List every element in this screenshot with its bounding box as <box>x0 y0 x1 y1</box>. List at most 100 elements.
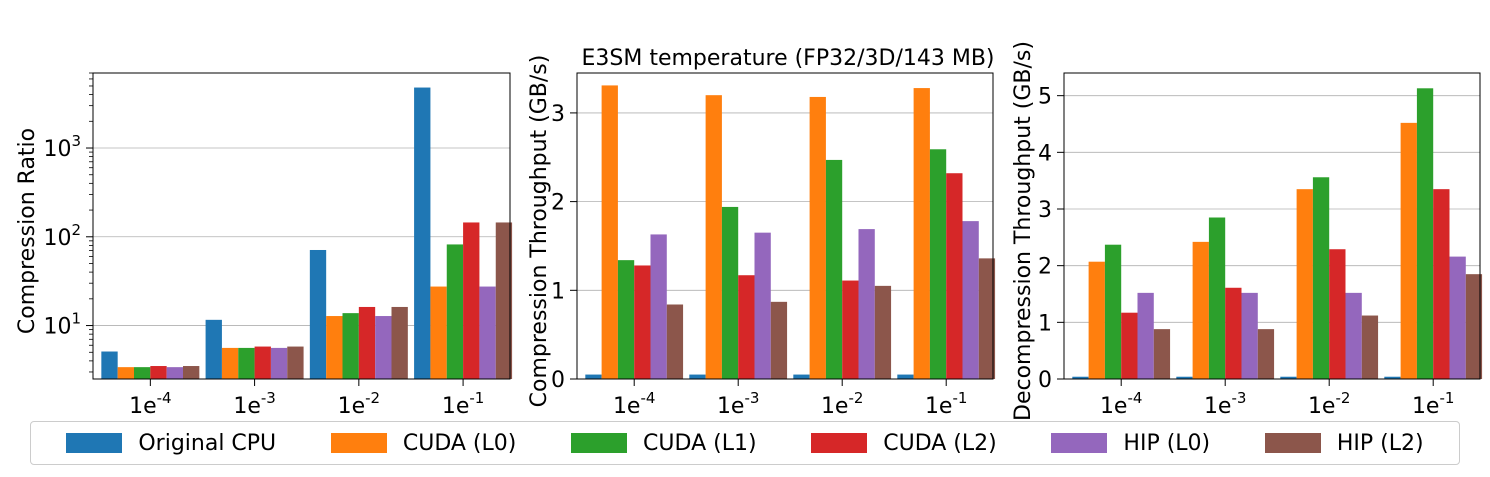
legend-item-hip-l2: HIP (L2) <box>1264 430 1424 456</box>
bar-cuda-l1--3 <box>929 149 947 379</box>
bar-cuda-l0--1 <box>1192 241 1209 379</box>
x-tick-label: 1e-2 <box>821 389 864 419</box>
bar-cuda-l2--3 <box>946 173 963 379</box>
bar-hip-l2--0 <box>666 304 684 379</box>
bar-cuda-l2--3 <box>1433 189 1450 379</box>
chart-panel-2: 0 1 2 3 1e-4 1e-3 1e-2 1e-1 Compression Throughp… <box>527 46 996 419</box>
axes-frame <box>576 72 994 380</box>
y-tick-label: 4 <box>1038 141 1052 166</box>
bar-hip-l2--3 <box>978 258 996 379</box>
legend-item-cuda-l2: CUDA (L2) <box>811 431 997 456</box>
bar-cuda-l1--0 <box>617 260 635 379</box>
bar-original-cpu-2 <box>1280 376 1297 379</box>
bar-cuda-l1--2 <box>1312 177 1330 379</box>
x-tick-label: 1e-2 <box>338 389 381 419</box>
bar-cuda-l2--2 <box>842 280 859 379</box>
bar-cuda-l0--2 <box>809 96 826 380</box>
bar-cuda-l0--1 <box>705 95 722 379</box>
y-tick-label: 2 <box>1038 255 1052 280</box>
bar-cuda-l1--0 <box>134 367 151 379</box>
legend: Original CPU CUDA (L0) CUDA (L1) CUDA (L… <box>30 421 1460 465</box>
chart-panel-3: 0 1 2 3 4 5 1e-4 1e-3 1e-2 1e-1 Decompression Thro… <box>1011 41 1483 421</box>
bar-cuda-l2--2 <box>1329 249 1346 379</box>
y-axis-label: Compression Throughput (GB/s) <box>527 55 552 408</box>
bar-hip-l2--2 <box>1361 315 1379 379</box>
bar-cuda-l1--0 <box>1104 244 1122 379</box>
chart-panel-1: 101 102 103 1e-4 1e-3 1e-2 1e-1 Compression Rat… <box>15 72 513 419</box>
bar-original-cpu-1 <box>689 374 706 379</box>
bar-original-cpu-2 <box>309 249 327 379</box>
bar-cuda-l2--1 <box>254 346 271 379</box>
bar-cuda-l2--0 <box>150 366 167 379</box>
bar-hip-l0--0 <box>1137 292 1154 379</box>
y-tick-label: 1 <box>551 279 565 304</box>
bar-hip-l0--2 <box>858 229 875 379</box>
chart-title: E3SM temperature (FP32/3D/143 MB) <box>581 46 994 71</box>
legend-swatch <box>66 433 123 453</box>
bar-cuda-l1--2 <box>342 313 359 379</box>
legend-swatch <box>330 433 387 453</box>
bar-hip-l2--0 <box>1153 329 1171 379</box>
bar-original-cpu-1 <box>205 319 222 379</box>
bar-cuda-l0--0 <box>117 367 135 379</box>
x-tick-label: 1e-3 <box>717 389 760 419</box>
bar-original-cpu-0 <box>101 351 118 379</box>
bar-original-cpu-0 <box>1072 376 1089 379</box>
bar-cuda-l2--3 <box>463 222 480 379</box>
bar-cuda-l1--2 <box>825 159 843 379</box>
y-tick-label: 101 <box>43 310 81 340</box>
bar-cuda-l0--3 <box>1400 122 1417 379</box>
bar-hip-l0--0 <box>650 234 667 379</box>
bar-original-cpu-1 <box>1176 376 1193 379</box>
bar-cuda-l0--3 <box>430 286 447 379</box>
bar-hip-l2--1 <box>1257 329 1275 379</box>
bar-original-cpu-3 <box>897 374 914 379</box>
bar-cuda-l0--2 <box>326 316 343 379</box>
legend-label: CUDA (L0) <box>402 430 517 456</box>
y-tick-label: 103 <box>43 132 81 162</box>
bar-cuda-l0--0 <box>1088 261 1105 379</box>
x-tick-label: 1e-4 <box>1100 389 1143 419</box>
bar-hip-l0--1 <box>1241 292 1258 379</box>
legend-label: CUDA (L1) <box>643 430 757 456</box>
bar-hip-l2--1 <box>287 346 304 379</box>
y-tick-label: 102 <box>43 221 81 251</box>
bar-cuda-l0--1 <box>221 347 239 379</box>
bar-cuda-l2--0 <box>1121 312 1138 379</box>
bar-hip-l0--3 <box>962 221 979 379</box>
bar-hip-l2--2 <box>874 285 892 379</box>
y-axis-label: Compression Ratio <box>15 128 40 334</box>
bar-original-cpu-0 <box>585 374 602 379</box>
legend-swatch <box>1264 433 1321 453</box>
bar-hip-l0--2 <box>1345 292 1362 379</box>
axes-frame <box>92 72 511 380</box>
bar-cuda-l2--0 <box>634 265 651 379</box>
bar-cuda-l0--0 <box>601 85 618 379</box>
bar-original-cpu-3 <box>414 87 431 380</box>
legend-item-cuda-l0: CUDA (L0) <box>330 430 517 456</box>
bar-cuda-l1--1 <box>1208 217 1226 379</box>
bar-cuda-l1--3 <box>1416 88 1434 380</box>
x-tick-label: 1e-4 <box>129 389 172 419</box>
bar-hip-l2--3 <box>1465 274 1483 379</box>
legend-label: HIP (L2) <box>1336 430 1424 456</box>
bar-cuda-l1--3 <box>446 244 464 379</box>
bar-cuda-l2--1 <box>738 275 755 379</box>
x-tick-label: 1e-1 <box>442 389 485 419</box>
bar-cuda-l1--1 <box>721 206 739 379</box>
legend-item-cuda-l1: CUDA (L1) <box>571 430 757 456</box>
legend-label: HIP (L0) <box>1123 430 1211 456</box>
bar-hip-l0--2 <box>375 316 392 379</box>
bar-cuda-l2--1 <box>1225 287 1242 379</box>
y-tick-label: 2 <box>551 191 565 216</box>
legend-swatch <box>811 433 868 453</box>
x-tick-label: 1e-3 <box>1204 389 1247 419</box>
bar-hip-l2--2 <box>391 306 408 379</box>
legend-item-original-cpu: Original CPU <box>66 431 276 456</box>
bar-hip-l0--1 <box>754 232 771 379</box>
y-tick-label: 5 <box>1038 85 1052 110</box>
y-tick-label: 0 <box>1038 368 1052 393</box>
x-tick-label: 1e-2 <box>1308 389 1351 419</box>
bar-hip-l0--1 <box>270 347 288 379</box>
